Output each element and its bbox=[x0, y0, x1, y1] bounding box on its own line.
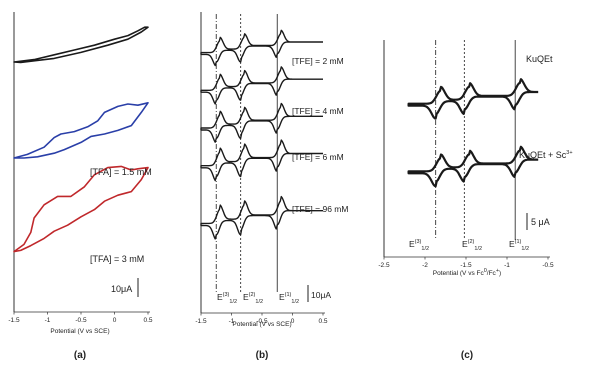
panel-b-e1-label: E(1)1/2 bbox=[279, 292, 299, 305]
panel-b-series-line bbox=[200, 29, 323, 67]
panel-c-series-label-kuqet-sc: KuQEt + Sc3+ bbox=[519, 150, 573, 160]
panel-b-series-label-tfe4: [TFE] = 4 mM bbox=[292, 106, 344, 116]
panel-b-e2-label: E(2)1/2 bbox=[243, 292, 263, 305]
panel-c-e2-sub: 1/2 bbox=[474, 246, 482, 252]
panel-b-e3-e: E bbox=[217, 292, 223, 302]
panel-c-series-line bbox=[407, 145, 539, 188]
panel-b-tick-label: -1 bbox=[229, 318, 235, 325]
panel-a-xlabel: Potential (V vs SCE) bbox=[50, 328, 109, 335]
panel-c-e3-sup: (3) bbox=[415, 239, 422, 245]
panel-b-ticks: -1.5 -1 -0.5 0 0.5 bbox=[195, 313, 328, 325]
panel-b-tick-label: 0.5 bbox=[318, 318, 327, 325]
panel-b-series-line bbox=[200, 139, 323, 182]
panel-c-e2-label: E(2)1/2 bbox=[462, 239, 482, 252]
panel-c-xlabel: Potential (V vs Fc0/Fc+) bbox=[433, 268, 501, 277]
panel-c-kuqet-sc-sup: 3+ bbox=[566, 150, 572, 156]
panel-b-series-line bbox=[200, 66, 323, 105]
panel-c-series-line bbox=[407, 78, 539, 120]
panel-b-series-line bbox=[200, 102, 323, 143]
panel-b-series-label-tfe6: [TFE] = 6 mM bbox=[292, 152, 344, 162]
panel-c-tick-label: -1.5 bbox=[460, 262, 472, 269]
panel-a-ticks: -1.5 -1 -0.5 0 0.5 bbox=[8, 312, 153, 324]
panel-a-curves bbox=[13, 26, 149, 253]
panel-c-e1-sup: (1) bbox=[515, 239, 522, 245]
panel-b-e2-sup: (2) bbox=[249, 292, 256, 298]
panel-c-xlabel-sup1: + bbox=[496, 268, 499, 274]
panel-c-e1-sub: 1/2 bbox=[521, 246, 529, 252]
panel-b-series-label-tfe2: [TFE] = 2 mM bbox=[292, 56, 344, 66]
panel-a-tick-label: -1.5 bbox=[8, 317, 20, 324]
panel-a-series-line bbox=[13, 102, 149, 159]
panel-b-series-line bbox=[200, 195, 323, 240]
panel-b-label: (b) bbox=[256, 350, 269, 361]
panel-b-tick-label: 0 bbox=[291, 318, 295, 325]
panel-a-label: (a) bbox=[74, 350, 86, 361]
panel-b-xlabel: Potential (V vs SCE) bbox=[232, 321, 291, 328]
panel-c-tick-label: -2.5 bbox=[378, 262, 390, 269]
panel-b-e1-sub: 1/2 bbox=[291, 299, 299, 305]
panel-c-tick-label: -1 bbox=[504, 262, 510, 269]
panel-c-xlabel-pre: Potential (V vs Fc bbox=[433, 270, 485, 277]
panel-b-e3-sub: 1/2 bbox=[229, 299, 237, 305]
panel-a-series-label-tfa3: [TFA] = 3 mM bbox=[90, 254, 144, 264]
panel-c-e2-sup: (2) bbox=[468, 239, 475, 245]
panel-b-tick-label: -0.5 bbox=[256, 318, 268, 325]
panel-c-kuqet-sc-text: KuQEt + Sc bbox=[519, 150, 567, 160]
panel-c-ticks: -2.5 -2 -1.5 -1 -0.5 bbox=[378, 257, 554, 269]
panel-c-xlabel-sup0: 0 bbox=[484, 268, 487, 274]
panel-c-xlabel-mid: /Fc bbox=[487, 270, 497, 277]
panel-b: -1.5 -1 -0.5 0 0.5 Potential (V vs SCE) [TFE… bbox=[195, 12, 348, 361]
panel-c-tick-label: -0.5 bbox=[542, 262, 554, 269]
panel-a-tick-label: 0.5 bbox=[143, 317, 152, 324]
panel-b-e2-sub: 1/2 bbox=[255, 299, 263, 305]
panel-c-e1-label: E(1)1/2 bbox=[509, 239, 529, 252]
panel-c-curves bbox=[407, 78, 539, 188]
panel-a-tick-label: 0 bbox=[113, 317, 117, 324]
panel-b-tick-label: -1.5 bbox=[195, 318, 207, 325]
panel-b-e3-sup: (3) bbox=[223, 292, 230, 298]
panel-a-series-line bbox=[13, 26, 149, 64]
panel-c-e3-sub: 1/2 bbox=[421, 246, 429, 252]
panel-a-tick-label: -0.5 bbox=[75, 317, 87, 324]
panel-a-series-label-tfa1: [TFA] = 1.5 mM bbox=[90, 167, 152, 177]
panel-b-curves bbox=[200, 29, 323, 240]
panel-b-series-label-tfe96: [TFE] = 96 mM bbox=[292, 204, 348, 214]
panel-c-scale-label: 5 μA bbox=[531, 217, 550, 227]
panel-a-tick-label: -1 bbox=[45, 317, 51, 324]
panel-c-xlabel-post: ) bbox=[499, 270, 501, 277]
panel-c: -2.5 -2 -1.5 -1 -0.5 Potential (V vs Fc0/Fc+… bbox=[378, 40, 573, 361]
panel-b-reference-lines bbox=[215, 14, 278, 292]
panel-c-label: (c) bbox=[461, 350, 473, 361]
panel-c-tick-label: -2 bbox=[422, 262, 428, 269]
panel-a-series-line bbox=[13, 165, 149, 253]
panel-c-e3-label: E(3)1/2 bbox=[409, 239, 429, 252]
panel-b-e2-e: E bbox=[243, 292, 249, 302]
panel-b-e1-e: E bbox=[279, 292, 285, 302]
panel-a: -1.5 -1 -0.5 0 0.5 Potential (V vs SCE) [TFA… bbox=[8, 12, 153, 361]
panel-b-e1-sup: (1) bbox=[285, 292, 292, 298]
panel-a-scale-label: 10μA bbox=[111, 284, 132, 294]
panel-c-series-label-kuqet: KuQEt bbox=[526, 54, 553, 64]
panel-c-e1-e: E bbox=[509, 239, 515, 249]
panel-c-e3-e: E bbox=[409, 239, 415, 249]
panel-b-e3-label: E(3)1/2 bbox=[217, 292, 237, 305]
panel-c-e2-e: E bbox=[462, 239, 468, 249]
panel-b-scale-label: 10μA bbox=[311, 290, 331, 300]
panel-c-reference-lines bbox=[435, 40, 516, 240]
